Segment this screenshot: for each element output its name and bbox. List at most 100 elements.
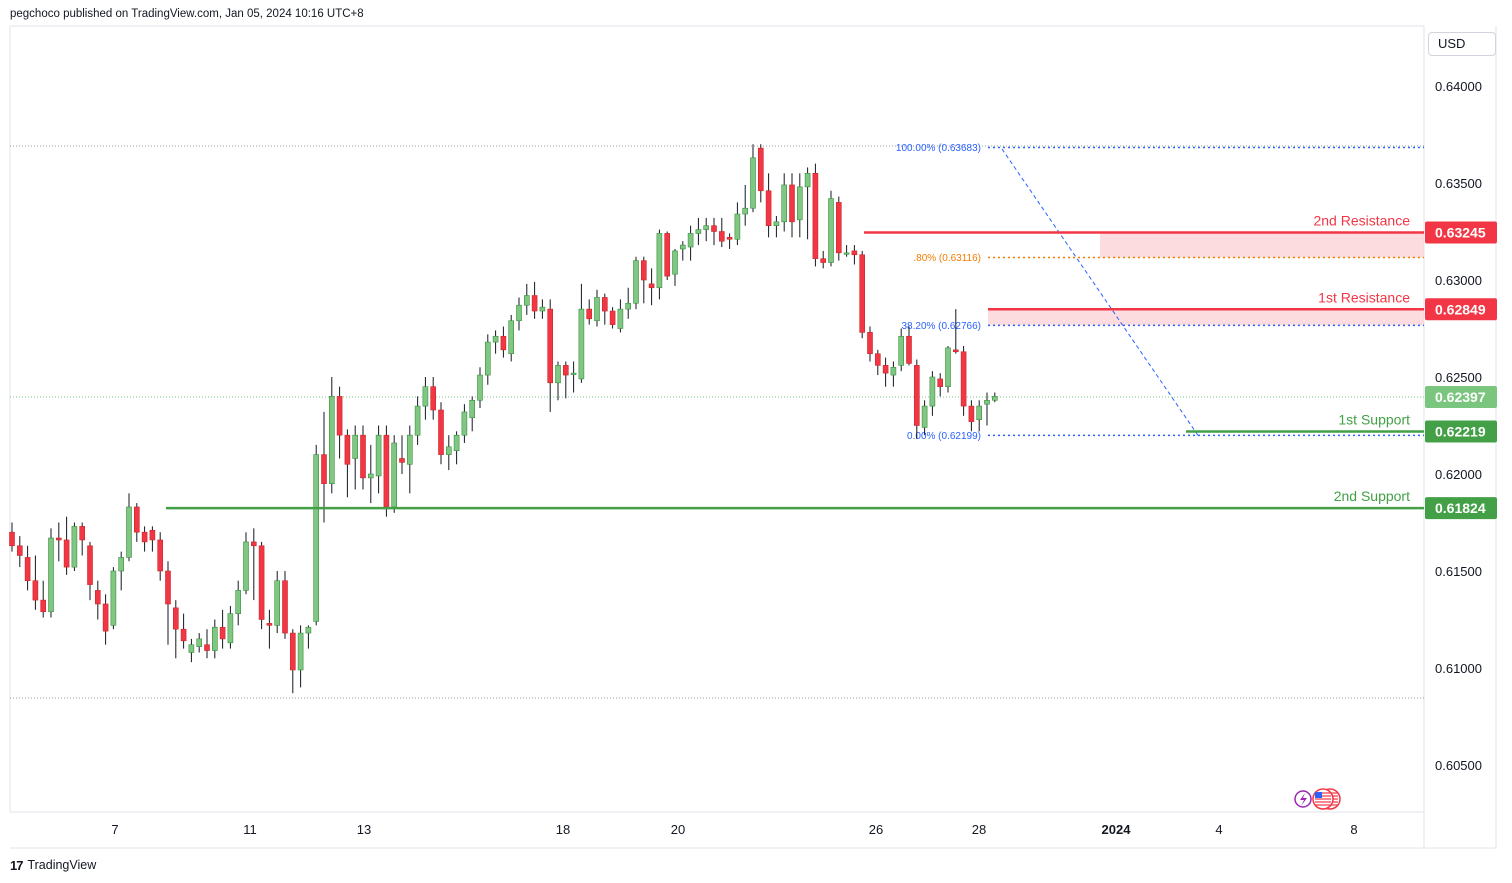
candle [438,402,444,465]
candle [812,163,819,267]
time-axis[interactable]: 7 11 13 18 20 26 28 2024 4 8 [111,822,1357,837]
tradingview-brand: TradingView [27,858,97,872]
time-tick-label: 18 [556,822,570,837]
candle [633,256,639,310]
candle [9,522,15,552]
price-axis[interactable]: 0.64000 0.63500 0.63000 0.62500 0.62000 0.615… [1435,79,1482,773]
candle-body [118,557,124,572]
candle [828,190,834,267]
candle [430,377,437,420]
candle [672,248,678,286]
level-price-tag-text: 0.63245 [1435,224,1486,240]
candle [414,396,421,445]
candle [24,545,31,591]
candle [734,202,741,246]
resistance-zone-2 [1100,232,1424,258]
candle [960,345,967,416]
candle-body [960,351,967,407]
level-label: 1st Resistance [1318,289,1410,305]
candle-body [251,541,257,547]
candle-body [984,399,990,405]
candle [352,425,359,490]
candle-body [469,399,476,419]
candle [313,444,320,626]
candle-body [937,378,944,388]
candle [804,167,811,240]
candle [391,435,398,513]
candle-body [40,599,47,613]
candle-body [523,295,530,306]
candle-body [79,526,85,541]
candle-body [859,254,866,333]
candle [212,619,218,659]
candle-body [726,237,733,240]
candle [227,605,234,649]
candle [297,625,304,688]
time-tick-label: 20 [671,822,685,837]
level-label: 2nd Resistance [1313,212,1410,228]
candle [929,371,936,416]
candle-body [141,531,148,543]
candle [266,609,273,649]
price-tick-label: 0.63500 [1435,176,1482,191]
candle [890,361,897,387]
candle-body [656,233,663,289]
time-tick-label: 2024 [1102,822,1132,837]
currency-selector[interactable]: USD [1428,32,1496,56]
fib-label: 0.00% (0.62199) [907,431,981,442]
price-tags: 0.63245 0.62849 0.62219 0.61824 0.62397 [1425,221,1497,520]
candle-body [24,557,31,581]
candle [750,144,756,213]
time-tick-label: 26 [869,822,883,837]
candle-body [601,297,608,312]
candle-body [157,539,163,572]
candle [796,173,803,238]
currency-label: USD [1438,36,1466,51]
candle-body [165,570,171,605]
candle-body [648,283,655,289]
candle [859,250,866,339]
candle [913,359,920,440]
candle-body [134,506,140,533]
level-price-tag [1425,298,1497,321]
candle [976,400,983,432]
candle [555,361,561,401]
candle [609,307,616,329]
candle-body [492,335,499,343]
candle-body [781,184,788,223]
candle [282,571,288,639]
candle-body [399,458,405,463]
candle [235,580,241,626]
candle-body [625,302,632,310]
candle [547,299,554,412]
candle [367,444,374,504]
candle [102,594,109,645]
candle [204,629,210,659]
candle [531,281,538,319]
candle-body [87,545,93,585]
footer-branding[interactable]: 17 TradingView [10,856,96,874]
level-price-tag [1425,497,1497,520]
candle [383,425,390,517]
candle [906,326,912,366]
fib-trend-line [1000,147,1199,436]
candle-body [695,229,702,234]
candle-body [375,434,382,477]
time-tick-label: 13 [357,822,371,837]
candle-body [274,580,281,626]
candle [274,571,281,634]
price-tick-label: 0.61500 [1435,564,1482,579]
economic-events-icons[interactable] [1294,788,1341,810]
price-tick-label: 0.63000 [1435,273,1482,288]
candle [843,245,850,257]
time-tick-label: 28 [972,822,986,837]
candle [921,400,928,436]
candle-body [477,374,483,401]
candle [539,299,546,319]
fib-label: 100.00% (0.63683) [896,143,981,154]
candle-body [102,603,109,632]
candle-body [289,632,296,671]
candle [781,173,788,232]
candle-body [968,405,975,422]
